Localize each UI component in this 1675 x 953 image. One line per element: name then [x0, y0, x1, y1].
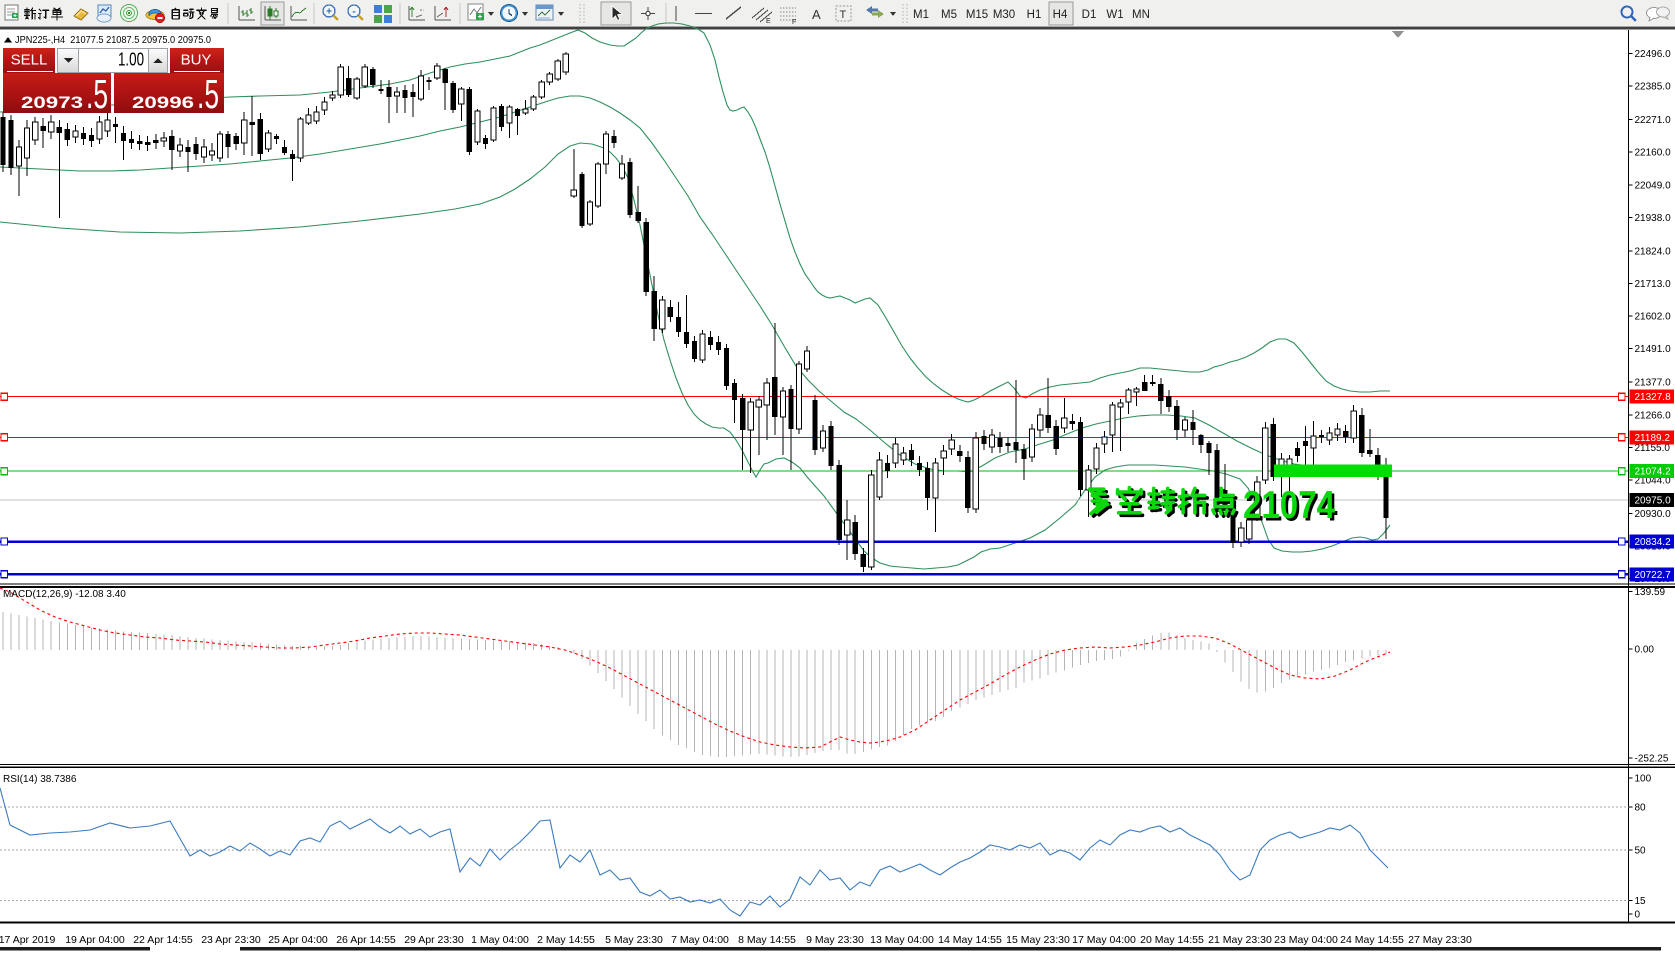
svg-text:T: T	[840, 9, 847, 21]
svg-text:MACD(12,26,9) -12.08 3.40: MACD(12,26,9) -12.08 3.40	[3, 589, 126, 600]
svg-text:24 May 14:55: 24 May 14:55	[1340, 934, 1404, 946]
svg-text:100: 100	[1635, 774, 1652, 785]
svg-text:22 Apr 14:55: 22 Apr 14:55	[133, 934, 193, 946]
svg-text:21074: 21074	[1243, 484, 1335, 527]
svg-text:23 May 04:00: 23 May 04:00	[1274, 934, 1338, 946]
svg-text:1.00: 1.00	[118, 50, 144, 70]
svg-text:.5: .5	[197, 71, 219, 117]
svg-text:W1: W1	[1106, 9, 1123, 21]
svg-text:21602.0: 21602.0	[1635, 312, 1672, 323]
svg-text:21074.2: 21074.2	[1635, 467, 1672, 478]
svg-text:A: A	[812, 7, 821, 22]
svg-text:80: 80	[1635, 802, 1647, 813]
svg-text:139.59: 139.59	[1635, 587, 1666, 598]
svg-text:20834.2: 20834.2	[1635, 537, 1672, 548]
svg-text:21266.0: 21266.0	[1635, 410, 1672, 421]
svg-text:-252.25: -252.25	[1635, 754, 1669, 765]
svg-text:15 May 23:30: 15 May 23:30	[1006, 934, 1070, 946]
svg-text:21491.0: 21491.0	[1635, 344, 1672, 355]
svg-text:H1: H1	[1027, 9, 1042, 21]
svg-text:E: E	[766, 18, 771, 25]
svg-text:21 May 23:30: 21 May 23:30	[1208, 934, 1272, 946]
svg-text:7 May 04:00: 7 May 04:00	[671, 934, 729, 946]
svg-text:RSI(14) 38.7386: RSI(14) 38.7386	[3, 774, 77, 785]
svg-text:22496.0: 22496.0	[1635, 49, 1672, 60]
svg-text:-: -	[352, 7, 355, 18]
svg-text:5 May 23:30: 5 May 23:30	[605, 934, 663, 946]
svg-text:0.00: 0.00	[1635, 645, 1655, 656]
svg-text:20975.0: 20975.0	[1635, 496, 1672, 507]
svg-text:21377.0: 21377.0	[1635, 378, 1672, 389]
svg-text:22049.0: 22049.0	[1635, 180, 1672, 191]
svg-text:+: +	[326, 7, 332, 18]
svg-text:1 May 04:00: 1 May 04:00	[471, 934, 529, 946]
svg-text:M1: M1	[913, 9, 929, 21]
svg-text:22160.0: 22160.0	[1635, 148, 1672, 159]
svg-text:21713.0: 21713.0	[1635, 279, 1672, 290]
svg-text:22271.0: 22271.0	[1635, 115, 1672, 126]
svg-text:BUY: BUY	[181, 52, 212, 69]
svg-text:9 May 23:30: 9 May 23:30	[806, 934, 864, 946]
svg-text:20 May 14:55: 20 May 14:55	[1140, 934, 1204, 946]
svg-text:0: 0	[1635, 910, 1641, 921]
svg-text:21044.0: 21044.0	[1635, 476, 1672, 487]
svg-text:SELL: SELL	[11, 52, 48, 69]
svg-text:2 May 14:55: 2 May 14:55	[537, 934, 595, 946]
svg-text:F: F	[792, 19, 796, 26]
svg-text:20973: 20973	[21, 93, 83, 112]
svg-text:H4: H4	[1053, 9, 1068, 21]
svg-text:21938.0: 21938.0	[1635, 213, 1672, 224]
svg-text:25 Apr 04:00: 25 Apr 04:00	[268, 934, 328, 946]
svg-text:MN: MN	[1132, 9, 1150, 21]
svg-text:8 May 14:55: 8 May 14:55	[738, 934, 796, 946]
svg-text:D1: D1	[1082, 9, 1097, 21]
svg-text:23 Apr 23:30: 23 Apr 23:30	[201, 934, 261, 946]
svg-text:21824.0: 21824.0	[1635, 246, 1672, 257]
svg-text:27 May 23:30: 27 May 23:30	[1408, 934, 1472, 946]
svg-text:14 May 14:55: 14 May 14:55	[938, 934, 1002, 946]
svg-text:20722.7: 20722.7	[1635, 570, 1672, 581]
svg-text:22385.0: 22385.0	[1635, 82, 1672, 93]
svg-text:50: 50	[1635, 846, 1647, 857]
svg-text:.5: .5	[86, 71, 108, 117]
svg-text:20930.0: 20930.0	[1635, 509, 1672, 520]
svg-text:19 Apr 04:00: 19 Apr 04:00	[65, 934, 125, 946]
svg-text:20996: 20996	[132, 93, 194, 112]
svg-text:13 May 04:00: 13 May 04:00	[870, 934, 934, 946]
svg-text:29 Apr 23:30: 29 Apr 23:30	[404, 934, 464, 946]
svg-text:M15: M15	[966, 9, 988, 21]
svg-text:21189.2: 21189.2	[1635, 433, 1671, 444]
svg-text:21155.0: 21155.0	[1635, 443, 1671, 454]
svg-text:15: 15	[1635, 896, 1647, 907]
svg-text:17 May 04:00: 17 May 04:00	[1072, 934, 1136, 946]
svg-text:17 Apr 2019: 17 Apr 2019	[0, 934, 55, 946]
svg-text:26 Apr 14:55: 26 Apr 14:55	[336, 934, 396, 946]
svg-text:M30: M30	[993, 9, 1015, 21]
svg-text:JPN225-,H4 21077.5 21087.5 20: JPN225-,H4 21077.5 21087.5 20975.0 20975…	[15, 34, 211, 46]
svg-text:21327.8: 21327.8	[1635, 392, 1672, 403]
svg-text:21074: 21074	[1246, 487, 1338, 530]
svg-text:M5: M5	[941, 9, 957, 21]
